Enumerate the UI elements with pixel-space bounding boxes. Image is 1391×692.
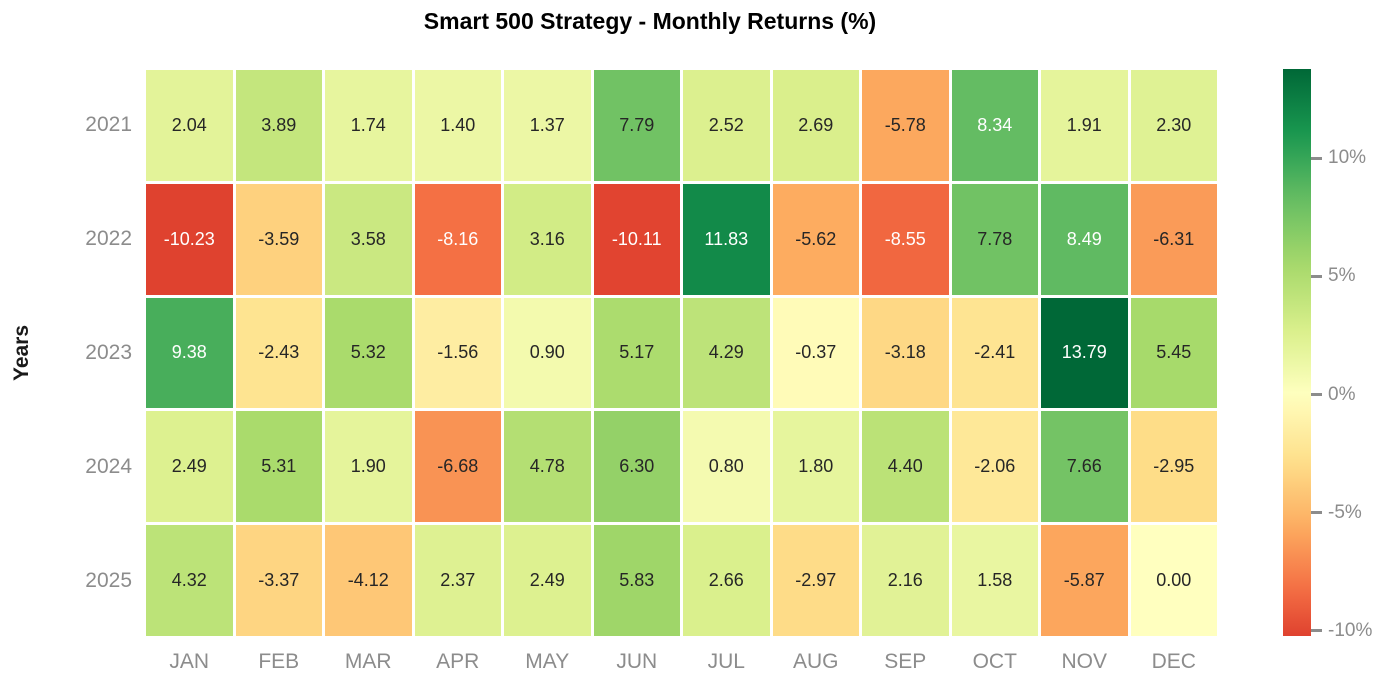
heatmap-cell: 5.45 bbox=[1130, 297, 1217, 409]
heatmap-cell: 1.40 bbox=[414, 70, 501, 181]
heatmap-cell: 2.66 bbox=[683, 525, 770, 636]
y-tick-label: 2025 bbox=[85, 568, 132, 592]
heatmap-cell: -2.43 bbox=[235, 297, 322, 409]
x-tick-label: JUL bbox=[707, 650, 745, 673]
x-tick-label: OCT bbox=[972, 650, 1017, 673]
heatmap-cell: -3.37 bbox=[235, 525, 322, 636]
y-tick-label: 2024 bbox=[85, 454, 132, 478]
y-axis-tick-labels: 2021 2022 2023 2024 2025 bbox=[0, 70, 132, 636]
heatmap-cell: 7.79 bbox=[593, 70, 680, 181]
heatmap-cell: -2.41 bbox=[951, 297, 1038, 409]
heatmap-cell: 7.66 bbox=[1041, 411, 1128, 523]
x-tick-label: AUG bbox=[792, 650, 839, 673]
heatmap-cell: 4.29 bbox=[683, 297, 770, 409]
heatmap-cell: 1.74 bbox=[325, 70, 412, 181]
colorbar-tick-label: 0% bbox=[1328, 383, 1356, 405]
y-tick-label: 2021 bbox=[85, 113, 132, 137]
x-tick-label: DEC bbox=[1151, 650, 1196, 673]
y-tick-label: 2023 bbox=[85, 340, 132, 364]
heatmap-cell: 3.89 bbox=[235, 70, 322, 181]
heatmap-cell: 5.32 bbox=[325, 297, 412, 409]
colorbar-tick-mark bbox=[1311, 274, 1322, 278]
heatmap-cell: -6.31 bbox=[1130, 183, 1217, 295]
heatmap-cell: 2.04 bbox=[146, 70, 233, 181]
heatmap-cell: -8.16 bbox=[414, 183, 501, 295]
y-tick-label: 2022 bbox=[85, 227, 132, 251]
colorbar bbox=[1283, 69, 1311, 636]
colorbar-tick-label: -10% bbox=[1328, 619, 1373, 641]
x-tick-label: FEB bbox=[258, 650, 300, 673]
heatmap-cell: -8.55 bbox=[862, 183, 949, 295]
heatmap-cell: 1.91 bbox=[1041, 70, 1128, 181]
heatmap-cell: 11.83 bbox=[683, 183, 770, 295]
heatmap-cell: -3.18 bbox=[862, 297, 949, 409]
heatmap-cell: 7.78 bbox=[951, 183, 1038, 295]
heatmap-cell: 0.00 bbox=[1130, 525, 1217, 636]
heatmap-cell: 8.49 bbox=[1041, 183, 1128, 295]
x-tick-label: JAN bbox=[169, 650, 210, 673]
heatmap-cell: -6.68 bbox=[414, 411, 501, 523]
heatmap-cell: 9.38 bbox=[146, 297, 233, 409]
heatmap-cell: 4.78 bbox=[504, 411, 591, 523]
heatmap-cell: 2.49 bbox=[146, 411, 233, 523]
heatmap-cell: 2.49 bbox=[504, 525, 591, 636]
heatmap-cell: 4.32 bbox=[146, 525, 233, 636]
heatmap-cell: -10.23 bbox=[146, 183, 233, 295]
colorbar-tick-mark bbox=[1311, 511, 1322, 515]
x-tick-label: APR bbox=[436, 650, 480, 673]
x-tick-label: NOV bbox=[1061, 650, 1107, 673]
heatmap-cell: 1.80 bbox=[772, 411, 859, 523]
x-tick-label: JUN bbox=[616, 650, 658, 673]
heatmap-cell: -2.95 bbox=[1130, 411, 1217, 523]
heatmap-cell: 3.16 bbox=[504, 183, 591, 295]
heatmap-cell: 1.37 bbox=[504, 70, 591, 181]
heatmap-cell: 0.90 bbox=[504, 297, 591, 409]
heatmap-cell: 5.31 bbox=[235, 411, 322, 523]
heatmap-cell: -0.37 bbox=[772, 297, 859, 409]
heatmap-cell: 1.90 bbox=[325, 411, 412, 523]
heatmap-cell: -10.11 bbox=[593, 183, 680, 295]
heatmap-cell: 5.83 bbox=[593, 525, 680, 636]
heatmap-cell: 2.30 bbox=[1130, 70, 1217, 181]
x-tick-label: SEP bbox=[884, 650, 927, 673]
heatmap-cell: 8.34 bbox=[951, 70, 1038, 181]
x-axis-tick-labels: JAN FEB MAR APR MAY JUN JUL AUG SEP OCT NOV DEC bbox=[146, 648, 1217, 676]
heatmap-cell: -5.78 bbox=[862, 70, 949, 181]
heatmap-cell: -2.06 bbox=[951, 411, 1038, 523]
heatmap-cell: -1.56 bbox=[414, 297, 501, 409]
heatmap-cell: 1.58 bbox=[951, 525, 1038, 636]
heatmap-cell: 2.37 bbox=[414, 525, 501, 636]
heatmap-grid: 2.04 3.89 1.74 1.40 1.37 7.79 2.52 2.69 -5.78 8.3… bbox=[146, 70, 1217, 636]
heatmap-cell: 6.30 bbox=[593, 411, 680, 523]
heatmap-cell: 2.16 bbox=[862, 525, 949, 636]
heatmap-cell: -5.87 bbox=[1041, 525, 1128, 636]
heatmap-cell: 4.40 bbox=[862, 411, 949, 523]
heatmap-cell: -3.59 bbox=[235, 183, 322, 295]
heatmap-cell: -4.12 bbox=[325, 525, 412, 636]
heatmap-cell: 5.17 bbox=[593, 297, 680, 409]
heatmap-cell: -5.62 bbox=[772, 183, 859, 295]
colorbar-tick-mark bbox=[1311, 629, 1322, 633]
heatmap-cell: -2.97 bbox=[772, 525, 859, 636]
heatmap-cell: 0.80 bbox=[683, 411, 770, 523]
x-tick-label: MAR bbox=[344, 650, 392, 673]
colorbar-tick-mark bbox=[1311, 156, 1322, 160]
heatmap-cell: 2.69 bbox=[772, 70, 859, 181]
colorbar-tick-mark bbox=[1311, 393, 1322, 397]
heatmap-cell: 2.52 bbox=[683, 70, 770, 181]
heatmap-cell: 3.58 bbox=[325, 183, 412, 295]
heatmap-cell: 13.79 bbox=[1041, 297, 1128, 409]
colorbar-tick-label: 5% bbox=[1328, 265, 1356, 287]
chart-title: Smart 500 Strategy - Monthly Returns (%) bbox=[423, 8, 877, 34]
colorbar-tick-label: 10% bbox=[1328, 147, 1367, 169]
x-tick-label: MAY bbox=[525, 650, 570, 673]
colorbar-tick-label: -5% bbox=[1328, 501, 1362, 523]
